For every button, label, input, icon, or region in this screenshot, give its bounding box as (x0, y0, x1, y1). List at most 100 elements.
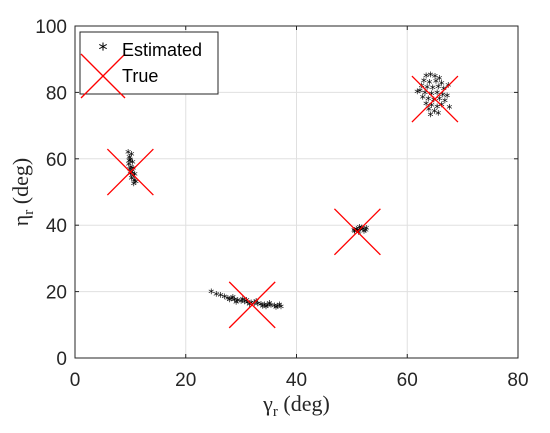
estimated-point: * (360, 224, 366, 238)
x-tick-label: 20 (175, 370, 196, 391)
estimated-point: * (128, 162, 134, 176)
estimated-point: * (208, 287, 214, 301)
estimated-point: * (271, 301, 277, 315)
x-tick-label: 0 (70, 370, 81, 391)
estimated-point: * (432, 71, 438, 85)
y-tick-label: 60 (46, 150, 67, 171)
x-axis-symbol: γ (262, 391, 273, 416)
true-point (333, 208, 381, 256)
estimated-point: * (363, 223, 369, 237)
estimated-point: * (431, 106, 437, 120)
estimated-point: * (276, 300, 282, 314)
estimated-point: * (446, 102, 452, 116)
estimated-point: * (228, 294, 234, 308)
estimated-point: * (235, 295, 241, 309)
y-tick-label: 40 (46, 216, 67, 237)
estimated-point: * (351, 225, 357, 239)
estimated-point: * (133, 177, 139, 191)
estimated-point: * (414, 87, 420, 101)
true-point (411, 75, 459, 123)
estimated-point: * (426, 104, 432, 118)
estimated-point: * (423, 70, 429, 84)
estimated-point: * (126, 155, 132, 169)
estimated-point: * (439, 78, 445, 92)
estimated-point: * (444, 91, 450, 105)
true-series (106, 75, 459, 329)
estimated-point: * (278, 302, 284, 316)
estimated-point: * (231, 295, 237, 309)
estimated-point: * (361, 226, 367, 240)
legend-true-label: True (122, 66, 158, 86)
legend-true-marker (80, 53, 126, 99)
estimated-point: * (424, 82, 430, 96)
legend: * Estimated True (79, 31, 219, 99)
estimated-point: * (421, 75, 427, 89)
legend-box (79, 31, 219, 95)
x-axis-label: γr (deg) (262, 391, 330, 420)
estimated-point: * (425, 93, 431, 107)
y-axis-symbol: η (8, 215, 33, 227)
estimated-point: * (428, 109, 434, 123)
estimated-point: * (222, 292, 228, 306)
estimated-point: * (417, 85, 423, 99)
estimated-point: * (422, 87, 428, 101)
y-tick-label: 20 (46, 283, 67, 304)
estimated-point: * (433, 76, 439, 90)
legend-x-shape (80, 53, 126, 99)
estimated-point: * (436, 94, 442, 108)
estimated-point: * (230, 292, 236, 306)
estimated-point: * (423, 99, 429, 113)
estimated-point: * (434, 101, 440, 115)
y-axis-subscript: r (21, 210, 37, 215)
estimated-point: * (128, 173, 134, 187)
estimated-point: * (431, 95, 437, 109)
estimated-point: * (258, 299, 264, 313)
estimated-point: * (260, 301, 266, 315)
y-tick-label: 80 (46, 83, 67, 104)
estimated-point: * (440, 89, 446, 103)
legend-estimated-marker: * (99, 40, 108, 61)
estimated-point: * (363, 225, 369, 239)
estimated-point: * (428, 69, 434, 83)
estimated-point: * (255, 299, 261, 313)
y-axis-label: ηr (deg) (8, 158, 37, 226)
estimated-point: * (419, 80, 425, 94)
estimated-point: * (127, 154, 133, 168)
x-tick-label: 40 (286, 370, 307, 391)
estimated-point: * (218, 290, 224, 304)
y-tick-label: 0 (56, 349, 67, 370)
estimated-point: * (263, 302, 269, 316)
estimated-point: * (420, 92, 426, 106)
estimated-point: * (266, 298, 272, 312)
y-tick-label: 100 (35, 17, 67, 38)
estimated-point: * (246, 299, 252, 313)
estimated-point: * (238, 296, 244, 310)
estimated-point: * (225, 293, 231, 307)
estimated-point: * (273, 302, 279, 316)
x-axis-unit: (deg) (278, 391, 330, 416)
x-axis-subscript: r (273, 404, 278, 420)
estimated-point: * (275, 301, 281, 315)
estimated-point: * (434, 88, 440, 102)
estimated-point: * (240, 294, 246, 308)
estimated-point: * (261, 300, 267, 314)
estimated-point: * (429, 100, 435, 114)
estimated-point: * (445, 80, 451, 94)
estimated-point: * (435, 108, 441, 122)
estimated-point: * (426, 77, 432, 91)
estimated-point: * (436, 73, 442, 87)
estimated-point: * (359, 223, 365, 237)
estimated-point: * (241, 297, 247, 311)
estimated-series: *********** ********** * * * * * * ** * * *********… (125, 69, 452, 316)
estimated-point: * (130, 157, 136, 171)
estimated-point: * (245, 297, 251, 311)
estimated-point: * (268, 300, 274, 314)
estimated-point: * (126, 152, 132, 166)
estimated-point: * (125, 147, 131, 161)
estimated-point: * (213, 289, 219, 303)
x-tick-label: 80 (507, 370, 528, 391)
estimated-point: * (442, 96, 448, 110)
estimated-point: * (128, 149, 134, 163)
y-axis-unit: (deg) (8, 158, 33, 210)
